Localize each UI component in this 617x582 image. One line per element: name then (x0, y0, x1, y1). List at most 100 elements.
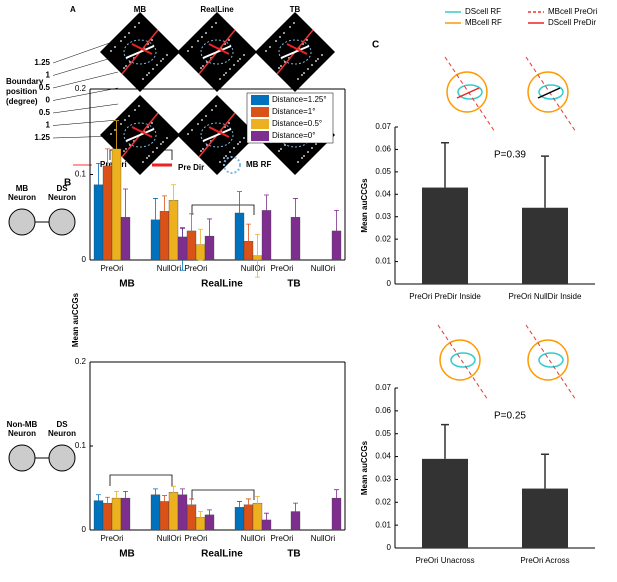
arrow (131, 43, 153, 55)
dot (146, 157, 148, 159)
arrow (286, 43, 308, 55)
dot (142, 161, 144, 163)
mb-rf (439, 339, 481, 381)
x-tick-label: PreOri (270, 534, 293, 543)
group-label: MB (119, 279, 135, 290)
dot (307, 68, 309, 70)
bar (422, 458, 468, 548)
legend-label: MBcell RF (465, 18, 502, 27)
annotation: P=0.39 (494, 150, 526, 161)
dot (125, 148, 127, 150)
dot (202, 65, 204, 67)
legend-label: MB RF (246, 160, 271, 169)
panel-letter: B (64, 178, 71, 189)
arrow (208, 126, 230, 138)
dot (229, 151, 231, 153)
dot (148, 155, 150, 157)
pre-ori (525, 324, 577, 401)
dot (239, 58, 241, 60)
error-bar (198, 511, 203, 524)
dot (128, 115, 130, 117)
dot (142, 78, 144, 80)
position-label: 0.5 (39, 83, 51, 92)
arrow (202, 128, 232, 142)
dot (128, 32, 130, 34)
group-label: TB (287, 279, 300, 290)
group-label: RealLine (201, 279, 243, 290)
rf (123, 39, 157, 65)
bracket (191, 204, 255, 215)
error-bar (441, 141, 449, 188)
dot (162, 58, 164, 60)
y-tick-label: 0.06 (375, 145, 391, 154)
dir (456, 87, 480, 99)
dot (215, 22, 217, 24)
dot (321, 54, 323, 56)
error-bar (264, 194, 269, 227)
error-bar (96, 162, 101, 207)
y-tick-label: 0.01 (375, 257, 391, 266)
dot (278, 67, 280, 69)
dot (215, 105, 217, 107)
y-tick-label: 0.06 (375, 406, 391, 415)
legend-label: Distance=0° (272, 131, 315, 140)
leader (52, 39, 119, 64)
x-tick-label: NullOri (311, 264, 336, 273)
dot (237, 143, 239, 145)
dot (243, 54, 245, 56)
error-bar (334, 489, 339, 507)
dot (228, 122, 230, 124)
dot (219, 161, 221, 163)
x-tick-label: NullOri (241, 534, 266, 543)
error-bar (246, 223, 251, 259)
error-bar (255, 233, 260, 278)
dot (152, 151, 154, 153)
error-bar (255, 496, 260, 511)
bracket (109, 149, 173, 160)
neuron (48, 208, 76, 236)
leader (52, 71, 119, 89)
dot (156, 64, 158, 66)
pre-ori (444, 56, 496, 133)
ds-rf (538, 84, 564, 100)
dot (200, 67, 202, 69)
error-bar (96, 494, 101, 507)
error-bar (334, 210, 339, 252)
error-bar (123, 490, 128, 506)
position-label: 1 (46, 71, 51, 80)
y-tick-label: 0 (387, 279, 392, 288)
dot (307, 151, 309, 153)
dot (297, 78, 299, 80)
bar (522, 207, 568, 284)
arrow (202, 45, 232, 59)
y-tick-label: 0.1 (75, 441, 87, 450)
neuron (48, 444, 76, 472)
dot (187, 133, 189, 135)
column-title: TB (290, 5, 301, 14)
panel-letter: A (70, 5, 76, 14)
dot (265, 50, 267, 52)
y-tick-label: 0 (82, 255, 87, 264)
dot (283, 32, 285, 34)
error-bar (171, 485, 176, 499)
leader (52, 87, 119, 101)
dot (311, 64, 313, 66)
dot (225, 72, 227, 74)
error-bar (541, 155, 549, 208)
dot (110, 133, 112, 135)
position-label: 1 (46, 121, 51, 130)
legend-label: DScell PreDir (548, 18, 596, 27)
asterisk: * (139, 138, 144, 152)
y-tick-label: 0.01 (375, 520, 391, 529)
dot (162, 141, 164, 143)
legend-swatch (251, 107, 269, 117)
dot (123, 67, 125, 69)
dot (114, 46, 116, 48)
dot (279, 36, 281, 38)
leader (52, 103, 119, 114)
dot (124, 36, 126, 38)
y-axis-label: Mean auCCGs (360, 178, 369, 233)
dot (315, 60, 317, 62)
y-tick-label: 0 (387, 543, 392, 552)
